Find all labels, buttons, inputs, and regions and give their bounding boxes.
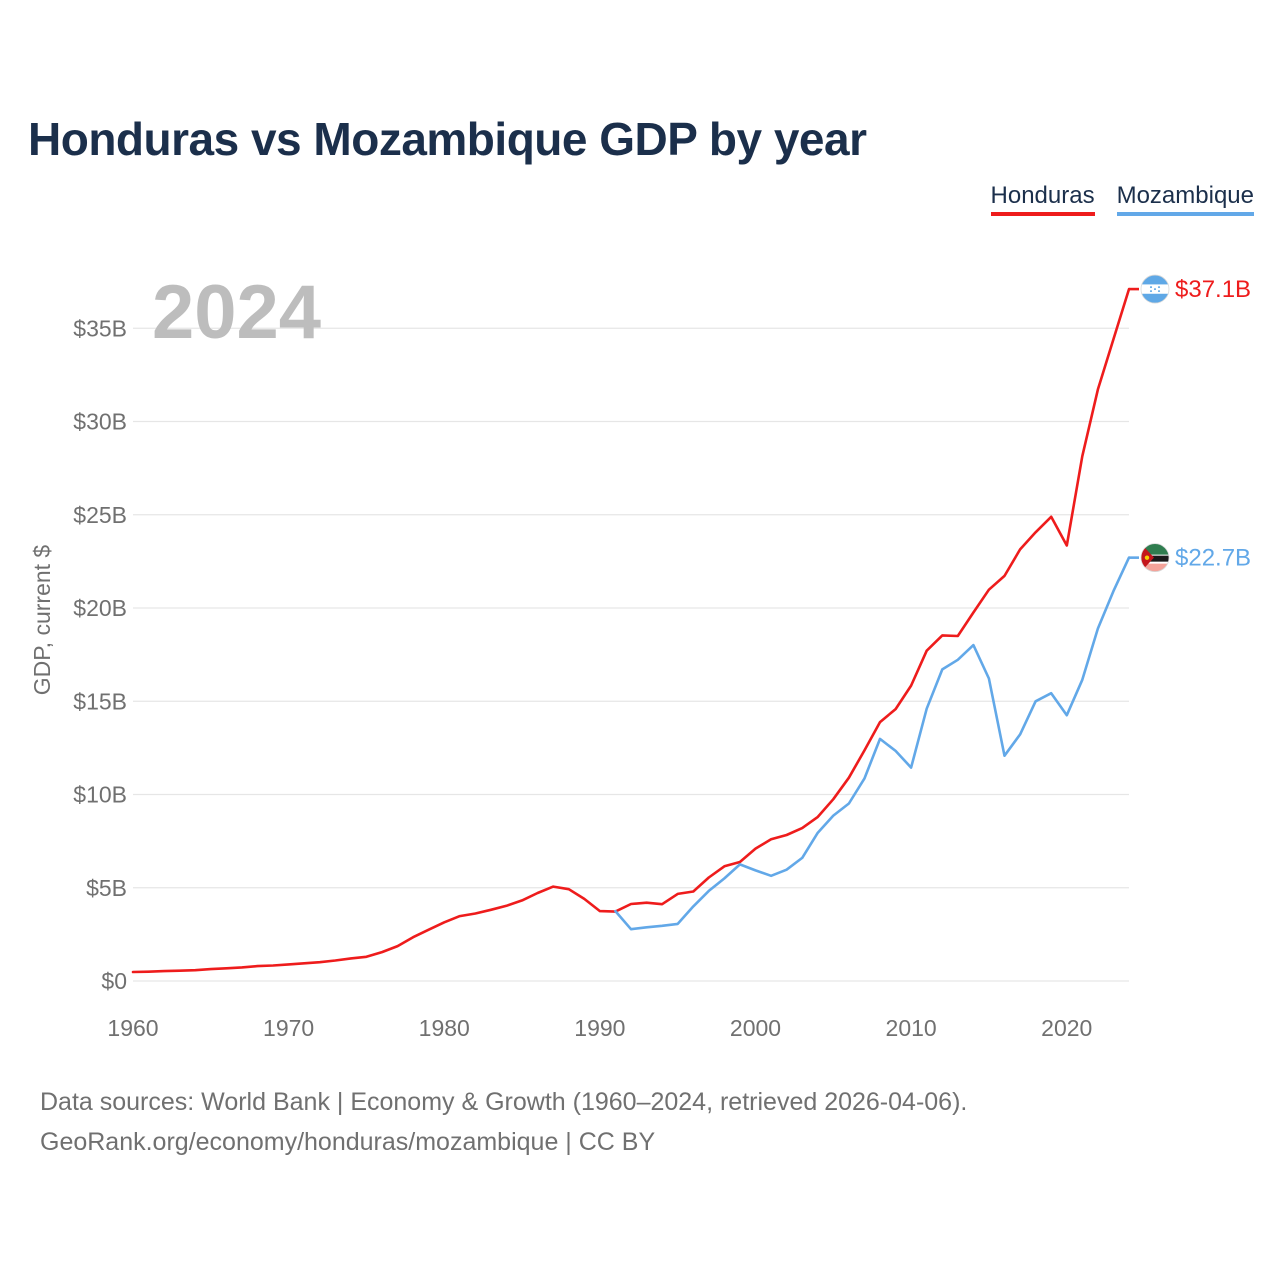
legend-mozambique[interactable]: Mozambique: [1116, 182, 1254, 216]
x-tick-label: 1990: [574, 1015, 625, 1041]
end-value-label-honduras: $37.1B: [1175, 276, 1251, 303]
footer: Data sources: World Bank | Economy & Gro…: [40, 1082, 967, 1162]
y-tick-label: $20B: [73, 595, 127, 621]
y-tick-label: $15B: [73, 688, 127, 714]
x-tick-label: 1980: [419, 1015, 470, 1041]
legend-honduras[interactable]: Honduras: [990, 182, 1095, 216]
footer-credit[interactable]: GeoRank.org/economy/honduras/mozambique …: [40, 1128, 656, 1156]
y-tick-label: $5B: [86, 875, 127, 901]
gdp-chart: 2024 $0 $5B $10B $15B $20B $25B $30B $35B 1960 1…: [29, 270, 1251, 1041]
y-tick-label: $25B: [73, 502, 127, 528]
series-line-mozambique[interactable]: [614, 556, 1131, 931]
y-tick-label: $10B: [73, 782, 127, 808]
mozambique-flag-icon: [1141, 543, 1169, 572]
footer-sources: Data sources: World Bank | Economy & Gro…: [40, 1088, 968, 1116]
honduras-flag-icon: [1141, 275, 1169, 304]
series-line-honduras[interactable]: [131, 287, 1131, 974]
y-tick-label: $30B: [73, 409, 127, 435]
end-value-label-mozambique: $22.7B: [1175, 545, 1251, 572]
x-tick-label: 2020: [1041, 1015, 1092, 1041]
x-tick-label: 2010: [886, 1015, 937, 1041]
y-axis-label: GDP, current $: [29, 545, 55, 696]
page-title: Honduras vs Mozambique GDP by year: [28, 113, 867, 165]
y-tick-label: $0: [101, 968, 127, 994]
x-tick-label: 1970: [263, 1015, 314, 1041]
year-watermark: 2024: [152, 270, 321, 355]
x-tick-label: 1960: [107, 1015, 158, 1041]
x-tick-label: 2000: [730, 1015, 781, 1041]
y-tick-label: $35B: [73, 315, 127, 341]
legend: Honduras Mozambique: [990, 182, 1254, 216]
